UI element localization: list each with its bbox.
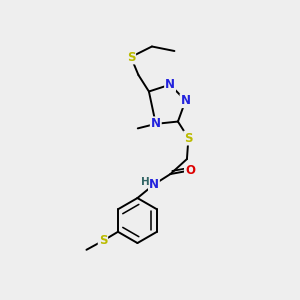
Text: N: N xyxy=(151,117,161,130)
Text: N: N xyxy=(181,94,190,107)
Text: S: S xyxy=(184,131,193,145)
Text: O: O xyxy=(185,164,195,177)
Text: H: H xyxy=(141,177,150,188)
Text: N: N xyxy=(165,78,175,91)
Text: S: S xyxy=(99,234,107,247)
Text: S: S xyxy=(127,50,135,64)
Text: N: N xyxy=(149,178,159,191)
